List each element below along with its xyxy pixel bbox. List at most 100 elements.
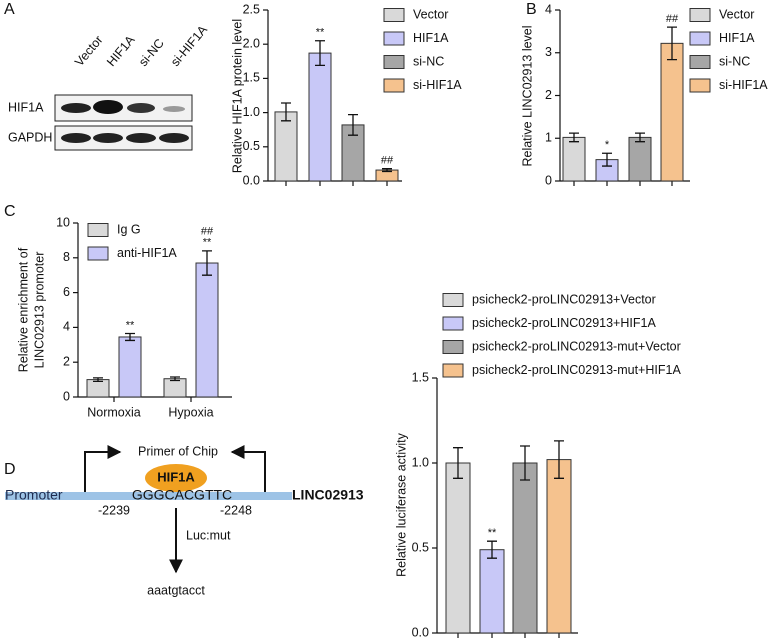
y-tick-label: 1.0 [243,105,260,119]
factor-shape [145,464,207,492]
y-tick-label: 6 [63,285,70,299]
legend-swatch [383,8,405,22]
y-tick-label: 0.0 [412,625,429,638]
legend-swatch [689,31,711,46]
position-label: -2248 [220,503,252,517]
row-label: GAPDH [8,130,52,144]
legend-swatch [689,55,711,69]
primer-arrow [84,445,122,492]
bar [445,462,471,634]
y-tick-label: 0 [545,173,552,187]
y-tick-label: 1 [545,131,552,145]
legend-label: psicheck2-proLINC02913+HIF1A [472,316,656,330]
legend-swatch [383,78,405,93]
bar [118,336,142,398]
row-label: HIF1A [8,100,44,114]
promoter-diagram: Primer of Chip HIF1A Promoter GGGCACGTTC… [5,444,364,597]
bar [195,262,219,398]
bar [479,549,505,634]
band [159,133,189,143]
panel-label: D [4,461,16,478]
site-label: GGGCACGTTC [132,487,232,503]
legend-swatch [87,246,109,261]
bar [660,42,684,182]
bar [512,462,538,634]
legend-label: Vector [719,7,754,21]
y-tick-label: 4 [63,320,70,334]
band [93,100,123,114]
error-bar [602,152,612,167]
gene-label: LINC02913 [292,487,364,503]
error-bar [554,440,564,479]
legend-swatch [383,55,405,69]
error-bar [453,447,463,479]
band [127,103,155,113]
y-tick-label: 4 [545,2,552,16]
significance-mark: ** [126,319,135,331]
error-bar [125,332,135,342]
legend-swatch [442,293,464,307]
error-bar [667,26,677,61]
legend-label: Ig G [117,222,141,236]
y-tick-label: 8 [63,250,70,264]
y-tick-label: 3 [545,45,552,59]
legend-swatch [689,8,711,22]
y-tick-label: 0.5 [243,139,260,153]
legend-label: psicheck2-proLINC02913-mut+Vector [472,339,681,353]
error-bar [635,132,645,143]
error-bar [93,377,103,382]
legend-label: psicheck2-proLINC02913+Vector [472,292,656,306]
y-tick-label: 1.5 [243,71,260,85]
y-tick-label: 0.5 [412,540,429,554]
legend-swatch [442,340,464,354]
y-axis-label: Relative LINC02913 level [520,25,534,166]
error-bar [382,168,392,173]
band [126,133,156,143]
y-tick-label: 2.5 [243,2,260,16]
mutation-label: Luc:mut [186,528,231,542]
legend-label: HIF1A [413,31,449,45]
panel-label: A [4,1,15,18]
bar [274,111,298,182]
significance-mark: ## [201,226,214,238]
error-bar [315,40,325,67]
x-tick-label: Hypoxia [168,405,213,419]
significance-mark: ** [203,237,212,249]
bar [308,52,332,182]
band [163,106,185,112]
y-tick-label: 1.5 [412,370,429,384]
error-bar [569,132,579,143]
y-axis-label: Relative luciferase activity [394,432,408,577]
significance-mark: ** [488,527,497,539]
primer-arrow [230,445,266,492]
band [93,133,123,143]
legend-swatch [689,78,711,93]
y-tick-label: 2 [63,354,70,368]
legend-label: psicheck2-proLINC02913-mut+HIF1A [472,363,681,377]
position-label: -2239 [98,503,130,517]
y-axis-label: Relative HIF1A protein level [230,19,244,173]
lane-label: HIF1A [104,32,138,69]
legend-swatch [442,316,464,331]
bar [562,136,586,182]
legend-label: si-NC [413,54,444,68]
error-bar [202,250,212,276]
bar [546,459,572,634]
x-tick-label: Normoxia [87,405,141,419]
band [61,133,91,143]
error-bar [281,102,291,122]
legend-label: anti-HIF1A [117,246,177,260]
factor-label: HIF1A [157,469,195,484]
bar [628,136,652,182]
error-bar [348,114,358,136]
error-bar [520,445,530,481]
legend-swatch [87,223,109,237]
legend-swatch [383,31,405,46]
bar [86,379,110,398]
legend-swatch [442,363,464,378]
bar [163,378,187,398]
y-tick-label: 2.0 [243,36,260,50]
y-axis-label: Relative enrichment of [16,247,30,372]
